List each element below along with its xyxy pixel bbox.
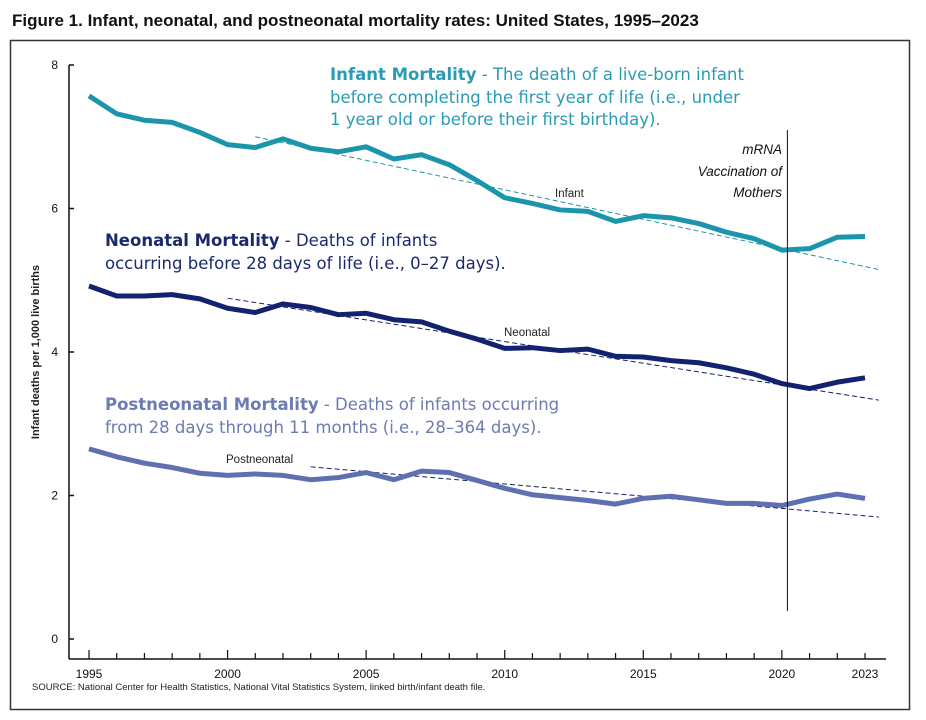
- figure-frame: [9, 39, 911, 711]
- vaccination-label-1: mRNA: [742, 142, 782, 157]
- x-tick-label: 2020: [769, 667, 796, 681]
- trend-line-postneonatal: [310, 466, 879, 518]
- annotation-postneonatal-text-2: from 28 days through 11 months (i.e., 28…: [105, 418, 542, 437]
- series-line-postneonatal: [88, 446, 866, 509]
- series-line-infant: [87, 93, 866, 253]
- svg-text:Postneonatal Mortality - Deat: Postneonatal Mortality - Deaths of infan…: [105, 395, 559, 414]
- svg-text:Neonatal Mortality - Deaths o: Neonatal Mortality - Deaths of infants: [105, 231, 437, 250]
- x-tick-label: 1995: [76, 667, 103, 681]
- y-tick-label: 6: [51, 202, 58, 216]
- y-tick-label: 2: [51, 489, 58, 503]
- annotation-neonatal: Neonatal Mortality - Deaths of infants o…: [105, 231, 506, 273]
- vaccination-label-2: Vaccination of: [698, 164, 784, 179]
- figure-title: Figure 1. Infant, neonatal, and postneon…: [12, 11, 699, 30]
- series-label-neonatal: Neonatal: [504, 327, 550, 339]
- annotation-neonatal-text-2: occurring before 28 days of life (i.e., …: [105, 254, 506, 273]
- x-tick-label: 2010: [491, 667, 518, 681]
- series-line-neonatal: [88, 283, 866, 392]
- y-tick-label: 4: [51, 345, 58, 359]
- annotation-infant: Infant Mortality - The death of a live-b…: [330, 65, 744, 129]
- axes: 0 2 4 6 8 1995 2000 2005 2010 2015 2020 2023: [51, 58, 886, 681]
- source-note: SOURCE: National Center for Health Stati…: [32, 682, 485, 693]
- x-tick-label: 2005: [353, 667, 380, 681]
- y-tick-label: 0: [51, 632, 58, 646]
- annotation-infant-text-3: 1 year old or before their first birthda…: [330, 110, 661, 129]
- annotation-neonatal-title: Neonatal Mortality: [105, 231, 280, 250]
- annotation-postneonatal-text-1: - Deaths of infants occurring: [319, 395, 560, 414]
- series-label-postneonatal: Postneonatal: [226, 454, 293, 466]
- annotation-neonatal-text-1: - Deaths of infants: [280, 231, 438, 250]
- y-tick-label: 8: [51, 58, 58, 72]
- x-tick-label: 2015: [630, 667, 657, 681]
- x-tick-label: 2023: [852, 667, 879, 681]
- series-label-infant: Infant: [555, 188, 585, 200]
- annotation-infant-title: Infant Mortality: [330, 65, 477, 84]
- vaccination-label-3: Mothers: [733, 185, 782, 200]
- y-axis-label: Infant deaths per 1,000 live births: [30, 265, 42, 439]
- annotation-postneonatal: Postneonatal Mortality - Deaths of infan…: [105, 395, 559, 437]
- svg-text:Infant Mortality - The death: Infant Mortality - The death of a live-b…: [330, 65, 744, 84]
- x-tick-label: 2000: [214, 667, 241, 681]
- annotation-postneonatal-title: Postneonatal Mortality: [105, 395, 319, 414]
- annotation-infant-text-2: before completing the first year of life…: [330, 88, 740, 107]
- annotation-infant-text-1: - The death of a live-born infant: [476, 65, 744, 84]
- series-lines: [87, 93, 866, 509]
